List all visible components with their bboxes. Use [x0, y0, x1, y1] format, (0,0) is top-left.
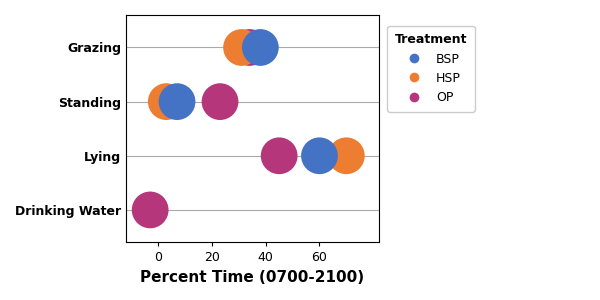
Point [274, 153, 284, 158]
Point [215, 99, 225, 104]
Legend: BSP, HSP, OP: BSP, HSP, OP [388, 26, 475, 112]
Point [161, 99, 171, 104]
Point [341, 153, 351, 158]
Point [245, 45, 254, 50]
Point [145, 208, 155, 212]
X-axis label: Percent Time (0700-2100): Percent Time (0700-2100) [140, 270, 364, 285]
Point [256, 45, 265, 50]
Point [172, 99, 182, 104]
Point [237, 45, 247, 50]
Point [314, 153, 324, 158]
